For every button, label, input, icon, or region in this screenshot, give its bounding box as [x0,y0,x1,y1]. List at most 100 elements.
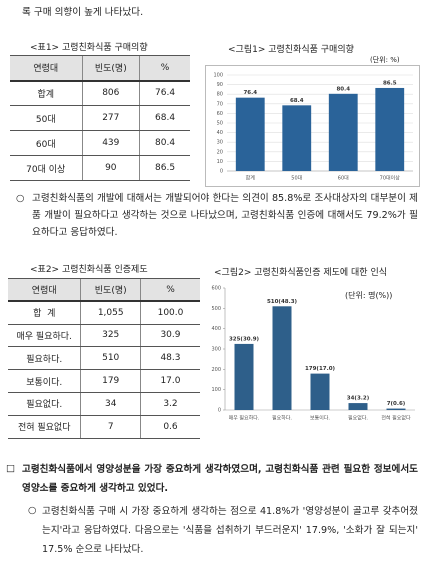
paragraph: 고령친화식품의 개발에 대해서는 개발되어야 한다는 의견이 85.8%로 조사… [32,193,418,238]
table-row: 60대 439 80.4 [10,130,190,156]
data-label: 510(48.3) [267,299,298,305]
intro-text: 록 구매 의향이 높게 나타났다. [22,7,144,18]
y-tick-label: 600 [211,286,221,292]
table: 연령대 빈도(명)% 합 계 1,055 100.0 매우 필요하다. 325 30.9 필요하… [8,278,200,439]
bar [234,343,254,410]
table-cell: 필요하다. [8,346,81,371]
bar [348,403,368,410]
x-tick-label: 필요없다. [348,415,368,422]
table-caption: <표2> 고령친화식품 인증제도 [30,265,148,275]
chart-border [205,65,420,187]
header-row: 연령대 빈도(명)% [8,278,200,303]
data-label: 68.4 [290,98,304,104]
chart: 0 10 20 30 40 50 60 70 80 90 100 76.4 합계 68.4 50대 80.4 6… [205,65,420,187]
y-tick-label: 400 [211,326,221,332]
y-tick-label: 0 [220,169,223,175]
data-label: 34(3.2) [347,396,370,402]
y-tick-label: 80 [217,92,223,98]
table-cell: 1,055 [80,300,141,325]
header-cell: 연령대 [8,278,81,303]
table-cell: 30.9 [139,323,200,348]
table-cell: 3.2 [139,391,200,416]
table-row: 전혀 필요없다 7 0.6 [8,414,200,439]
bar [310,373,330,410]
x-tick-label: 합계 [246,175,256,182]
data-label: 86.5 [383,80,397,86]
table-row: 필요없다. 34 3.2 [8,391,200,416]
header-cell: % [139,55,190,82]
header-cell: 빈도(명) [81,55,140,82]
table-caption: <표1> 고령친화식품 구매의향 [30,43,148,53]
section-heading: 고령친화식품에서 영양성분을 가장 중요하게 생각하였으며, 고령친화식품 관련… [22,464,418,494]
y-tick-label: 100 [211,387,221,393]
bullet: ○ [28,505,37,516]
table-cell: 7 [80,414,141,439]
table-cell: 60대 [10,130,82,156]
figure-caption: <그림2> 고령친화식품인증 제도에 대한 인식 [214,268,388,278]
bar [235,97,265,171]
x-tick-label: 전혀 필요없다 [381,415,411,422]
y-tick-label: 200 [211,367,221,373]
header-cell: % [139,278,200,303]
y-tick-label: 100 [213,73,223,79]
bullet: ○ [16,193,25,204]
table-row: 50대 277 68.4 [10,105,190,131]
table-cell: 68.4 [139,105,190,131]
figure-caption: <그림1> 고령친화식품 구매의향 [228,45,354,55]
chart: 0 100 200 300 400 500 600 325(30.9) 매우 필요하다. 510(… [211,286,415,422]
table-cell: 합계 [10,80,82,106]
y-tick-label: 60 [217,111,223,117]
bullet: □ [6,463,16,474]
y-tick-label: 50 [217,121,223,127]
bar [386,408,406,410]
header-row: 연령대 빈도(명)% [10,55,190,82]
table-cell: 34 [80,391,141,416]
table-cell: 806 [81,80,140,106]
table-cell: 보통이다. [8,369,81,393]
x-tick-label: 50대 [291,175,302,182]
data-label: 76.4 [243,90,257,96]
table-cell: 510 [80,346,141,371]
x-tick-label: 60대 [338,175,349,182]
y-tick-label: 500 [211,306,221,312]
table-row: 합 계 1,055 100.0 [8,300,200,325]
y-tick-label: 10 [217,159,223,165]
y-tick-label: 90 [217,82,223,88]
y-tick-label: 30 [217,140,223,146]
data-label: 7(0.6) [387,401,406,407]
table-cell: 48.3 [139,346,200,371]
table-row: 필요하다. 510 48.3 [8,346,200,371]
table-cell: 86.5 [139,155,190,181]
table-cell: 179 [80,369,141,393]
table-cell: 0.6 [139,414,200,439]
unit-label: (단위: 명(%)) [345,291,393,300]
table-cell: 70대 이상 [10,155,82,181]
table-cell: 439 [81,130,140,156]
table-row: 합계 806 76.4 [10,80,190,106]
header-cell: 빈도(명) [80,278,141,303]
table-cell: 17.0 [139,369,200,393]
table-cell: 325 [80,323,141,348]
table: 연령대 빈도(명)% 합계 806 76.4 50대 277 68.4 60대 439 80.4 70… [10,55,190,181]
table-cell: 277 [81,105,140,131]
y-tick-label: 70 [217,101,223,107]
table-row: 70대 이상 90 86.5 [10,155,190,181]
table-cell: 50대 [10,105,82,131]
bar [272,306,292,410]
bar [328,93,358,171]
x-tick-label: 매우 필요하다. [229,415,260,422]
table-cell: 80.4 [139,130,190,156]
table-row: 매우 필요하다. 325 30.9 [8,323,200,348]
table-cell: 매우 필요하다. [8,323,81,348]
data-label: 80.4 [336,86,350,92]
table-cell: 필요없다. [8,391,81,416]
y-tick-label: 20 [217,149,223,155]
y-tick-label: 300 [211,347,221,353]
table-cell: 전혀 필요없다 [8,414,81,439]
data-label: 325(30.9) [229,336,260,342]
table-cell: 100.0 [139,300,200,325]
bar [282,105,312,171]
paragraph: 고령친화식품 구매 시 가장 중요하게 생각하는 점으로 41.8%가 '영양성… [42,506,418,555]
data-label: 179(17.0) [305,366,336,372]
